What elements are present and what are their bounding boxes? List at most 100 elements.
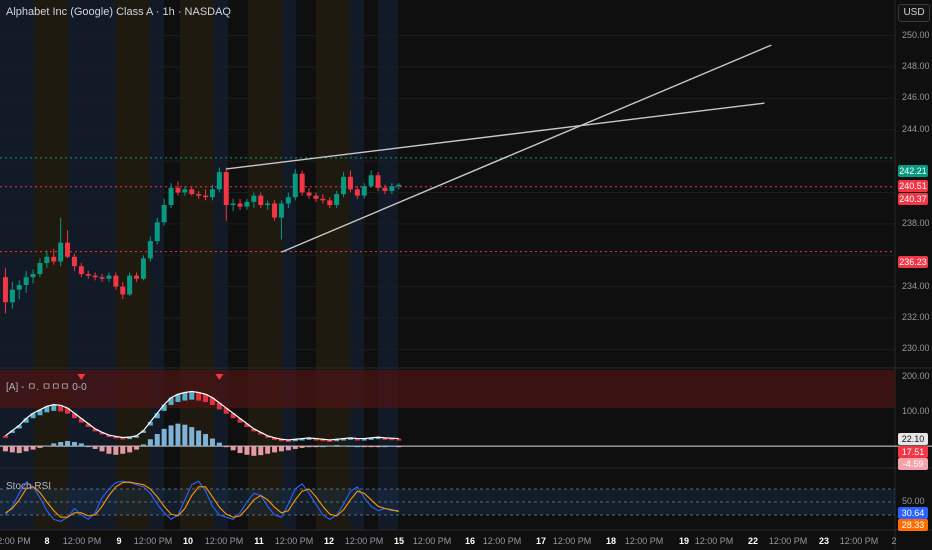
oscillator-histogram-bar — [389, 445, 395, 447]
oscillator-bar — [389, 438, 395, 441]
oscillator-bar — [113, 436, 119, 439]
oscillator-bar — [127, 437, 133, 440]
oscillator-histogram-bar — [299, 446, 305, 448]
oscillator-bar — [23, 418, 29, 423]
oscillator-bar — [78, 418, 84, 423]
price-axis-tick: 250.00 — [902, 29, 930, 40]
candle-body — [92, 275, 98, 278]
candle-body — [182, 189, 188, 193]
candle-body — [71, 256, 77, 267]
candle-body — [299, 173, 305, 193]
oscillator-histogram-bar — [71, 442, 77, 447]
candle-body — [113, 275, 119, 287]
oscillator-histogram-bar — [292, 446, 298, 449]
oscillator-bar — [37, 409, 43, 416]
oscillator-histogram-bar — [244, 446, 250, 455]
oscillator-bar — [285, 439, 291, 442]
oscillator-histogram-bar — [354, 446, 360, 448]
time-axis-tick: 19 — [678, 536, 690, 546]
session-band — [350, 0, 364, 530]
oscillator-bar — [313, 438, 319, 441]
price-axis-tick: 246.00 — [902, 92, 930, 103]
oscillator-histogram-bar — [258, 446, 264, 456]
oscillator-histogram-bar — [196, 430, 202, 447]
oscillator-bar — [354, 438, 360, 441]
candle-body — [168, 187, 174, 206]
oscillator-histogram-bar — [58, 442, 64, 447]
oscillator-histogram-bar — [9, 446, 15, 453]
time-axis-tick: 12:00 PM — [694, 536, 734, 546]
candle-body — [85, 274, 91, 276]
oscillator-bar — [216, 402, 222, 410]
axis-value-badge: -4.59 — [898, 458, 928, 470]
oscillator-histogram-bar — [23, 446, 29, 452]
oscillator-bar — [106, 435, 112, 438]
candle-body — [258, 195, 264, 206]
oscillator-histogram-bar — [216, 442, 222, 447]
time-axis-tick: 10 — [182, 536, 194, 546]
oscillator-histogram-bar — [285, 446, 291, 451]
time-axis-tick: 12:00 PM — [133, 536, 173, 546]
oscillator-bar — [58, 405, 64, 412]
price-axis-tick: 238.00 — [902, 217, 930, 228]
trendline — [226, 102, 765, 170]
oscillator-bar — [182, 392, 188, 401]
axis-value-badge: 17.51 — [898, 446, 928, 458]
session-band — [316, 0, 350, 530]
oscillator-bar — [265, 435, 271, 438]
oscillator-bar — [320, 439, 326, 442]
oscillator-histogram-bar — [182, 424, 188, 447]
oscillator-bar — [147, 421, 153, 426]
oscillator-bar — [368, 437, 374, 440]
oscillator-histogram-bar — [154, 434, 160, 447]
candle-body — [58, 242, 64, 262]
oscillator-histogram-bar — [37, 446, 43, 448]
oscillator-histogram-bar — [313, 446, 319, 448]
session-band — [214, 0, 228, 530]
stoch-rsi-label[interactable]: Stoch RSI — [6, 481, 52, 492]
time-axis-tick: 12:00 PM — [274, 536, 314, 546]
oscillator-bar — [341, 438, 347, 441]
axis-value-badge: 240.37 — [898, 193, 928, 205]
oscillator-bar — [154, 413, 160, 419]
oscillator-histogram-bar — [168, 425, 174, 447]
oscillator-histogram-bar — [2, 446, 8, 452]
oscillator-bar — [209, 397, 215, 405]
oscillator-line — [5, 390, 399, 441]
oscillator-histogram-bar — [120, 446, 126, 454]
oscillator-histogram-bar — [92, 446, 98, 449]
oscillator-histogram-bar — [189, 427, 195, 447]
oscillator-histogram-bar — [65, 440, 71, 447]
time-axis-tick: 16 — [464, 536, 476, 546]
session-band — [248, 0, 282, 530]
candle-body — [140, 258, 146, 279]
time-axis-tick: 12:00 PM — [344, 536, 384, 546]
oscillator-bar — [9, 430, 15, 433]
oscillator-histogram-bar — [175, 423, 181, 447]
oscillator-bar — [65, 408, 71, 414]
oscillator-histogram-bar — [230, 446, 236, 451]
oscillator-bar — [44, 406, 50, 413]
candle-body — [327, 200, 333, 206]
oscillator-bar — [306, 437, 312, 440]
sell-signal-marker — [77, 374, 86, 380]
oscillator-histogram-bar — [85, 446, 91, 448]
oscillator-histogram-bar — [203, 434, 209, 447]
oscillator-bar — [334, 439, 340, 442]
session-band — [0, 0, 34, 530]
candle-body — [396, 184, 402, 187]
price-axis-tick: 230.00 — [902, 343, 930, 354]
oscillator-bar — [175, 394, 181, 403]
oscillator-bar — [223, 408, 229, 414]
candle-body — [382, 187, 388, 191]
candle-body — [154, 222, 160, 242]
currency-selector[interactable]: USD — [898, 4, 930, 22]
time-axis-tick: 2 — [891, 536, 897, 546]
sell-signal-marker — [215, 374, 224, 380]
oscillator-label[interactable]: [A] - ㅁ. ㅁㅁㅁ 0-0 — [6, 382, 87, 393]
oscillator-histogram-bar — [147, 439, 153, 447]
oscillator-histogram-bar — [251, 446, 257, 456]
oscillator-histogram-bar — [306, 446, 312, 448]
oscillator-bar — [237, 418, 243, 423]
